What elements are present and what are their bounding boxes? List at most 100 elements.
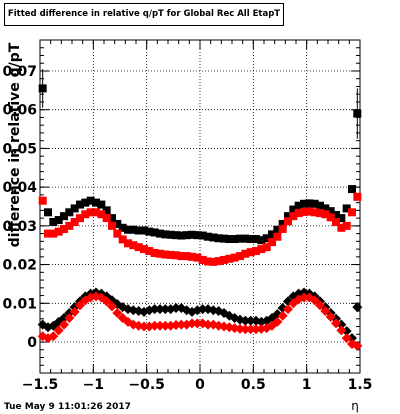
square-marker [236,234,244,243]
square-marker [92,198,100,207]
square-marker [289,212,298,221]
square-marker [268,230,276,239]
square-marker [81,210,90,219]
square-marker [172,251,180,260]
diamond-marker [347,333,357,344]
diamond-marker [155,320,165,331]
diamond-marker [160,304,171,315]
square-marker [86,208,95,217]
square-marker [337,214,346,223]
x-tick-label: 1 [302,377,312,393]
square-marker [193,231,202,240]
diamond-marker [352,340,363,351]
square-marker [284,217,292,226]
diamond-marker [299,292,309,303]
y-axis-label: difference in relative q/pT [7,42,23,247]
square-marker [273,225,282,234]
square-marker [326,207,335,216]
square-marker [188,252,196,261]
square-marker [348,208,356,217]
square-marker [182,231,191,240]
square-marker [214,257,223,266]
diamond-marker [320,306,331,317]
square-marker [337,223,346,232]
y-tick-label: 0.02 [2,258,37,274]
square-marker [65,208,74,217]
square-marker [268,238,276,247]
y-tick-label: 0.05 [2,141,37,157]
diamond-marker [149,320,160,331]
square-marker [246,235,255,244]
square-marker [38,84,47,93]
square-marker [44,208,52,217]
square-marker [145,227,154,236]
diamond-marker [149,304,160,315]
square-marker [262,234,271,243]
square-marker [161,250,170,259]
square-marker [278,219,287,228]
x-axis-label: η [351,399,359,413]
chart-title: Fitted difference in relative q/pT for G… [7,9,281,19]
square-marker [49,229,58,238]
square-marker [305,207,314,216]
y-tick-label: 0.04 [2,180,37,196]
square-marker [81,198,90,207]
square-marker [166,250,175,259]
square-marker [289,205,298,214]
square-marker [252,235,260,244]
square-marker [342,221,351,230]
square-marker [102,214,111,223]
diamond-marker [277,310,288,321]
square-marker [262,243,271,252]
x-tick-label: −1.5 [22,377,59,393]
square-marker [225,235,234,244]
y-tick-label: 0 [27,335,37,351]
tick-labels: −1.5 −1 −0.5 0 0.5 1 1.5 0 0.01 0.02 0.03 0.04 0.05 0… [2,64,372,393]
square-marker [113,229,122,238]
diamond-marker [309,295,320,306]
diamond-marker [171,302,181,313]
diamond-marker [64,313,75,324]
square-marker [220,234,228,243]
square-marker [241,234,250,243]
square-marker [97,210,106,219]
square-marker [284,212,292,221]
square-marker [134,243,143,252]
square-marker [97,200,106,209]
square-marker [230,253,239,262]
square-marker [252,247,260,256]
square-marker [166,230,175,239]
square-marker [54,227,63,236]
square-marker [188,230,196,239]
diamond-marker [48,331,59,342]
square-marker [129,225,138,234]
square-marker [118,235,127,244]
diamond-marker [192,318,203,329]
square-marker [257,236,266,245]
timestamp: Tue May 9 11:01:26 2017 [4,402,131,412]
x-tick-label: 0 [195,377,205,393]
square-marker [54,216,63,225]
square-marker [294,201,303,210]
diamond-marker [139,321,149,332]
diamond-marker [240,315,251,326]
square-marker [108,221,116,230]
square-marker [294,209,303,218]
square-marker [220,255,228,264]
square-marker [124,225,132,234]
diamond-marker [245,315,256,326]
square-marker [124,239,132,248]
square-marker [241,249,250,258]
square-marker [236,252,244,261]
diamond-marker [75,300,85,311]
square-marker [161,230,170,239]
square-marker [177,252,186,261]
square-marker [332,217,340,226]
square-marker [134,226,143,235]
diamond-marker [112,307,123,318]
title-box: Fitted difference in relative q/pT for G… [4,3,284,26]
diamond-marker [59,313,69,324]
square-marker [113,219,122,228]
diamond-marker [203,319,213,330]
